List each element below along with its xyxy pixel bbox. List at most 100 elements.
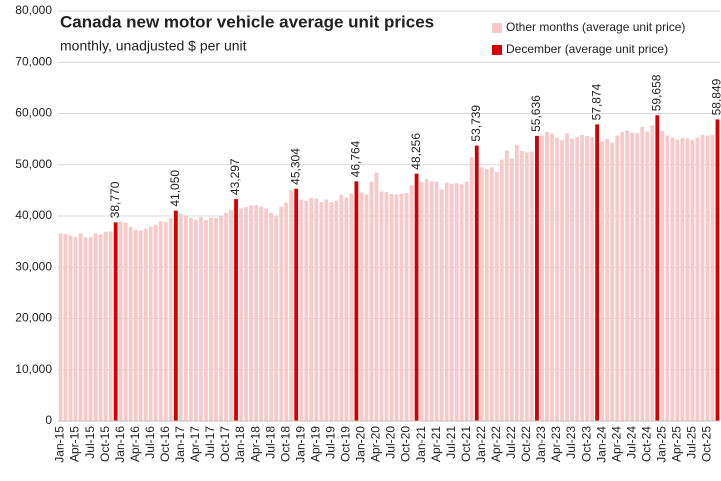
data-label: 58,849 (710, 78, 721, 115)
bar (394, 194, 399, 421)
bar (194, 219, 198, 421)
x-tick-label: Jan-19 (293, 426, 307, 463)
bar (98, 234, 103, 421)
bar (329, 202, 334, 421)
bar (148, 226, 153, 421)
x-tick-label: Jul-18 (263, 426, 277, 459)
x-tick-label: Jan-20 (354, 426, 368, 463)
bar (434, 181, 439, 421)
bar (234, 199, 238, 421)
bar (379, 191, 384, 421)
bar (314, 198, 319, 421)
bar (560, 140, 564, 421)
bar (118, 221, 123, 421)
bar (369, 181, 374, 421)
data-label: 38,770 (108, 181, 122, 218)
x-tick-label: Jan-22 (474, 426, 488, 463)
bar (364, 194, 369, 421)
x-tick-label: Apr-18 (248, 426, 262, 462)
x-tick-label: Apr-22 (489, 426, 503, 462)
grid (58, 10, 720, 422)
bar (464, 181, 469, 421)
bar (103, 231, 108, 421)
bar (389, 193, 394, 421)
bar (349, 193, 354, 421)
x-tick-label: Oct-24 (639, 426, 653, 462)
bar (494, 171, 499, 421)
bar (419, 182, 424, 421)
bar (199, 217, 203, 421)
bar (354, 181, 359, 421)
bar (224, 212, 228, 421)
x-tick-label: Jul-21 (444, 426, 458, 459)
data-label: 41,050 (168, 170, 182, 207)
y-tick-label: 0 (45, 413, 52, 427)
data-label: 59,658 (649, 74, 663, 111)
data-label: 46,764 (349, 140, 363, 177)
bar (294, 188, 299, 421)
x-tick-label: Jan-23 (534, 426, 548, 463)
bar (710, 135, 715, 421)
bar (655, 115, 660, 421)
x-tick-label: Oct-19 (339, 426, 353, 462)
y-tick-label: 80,000 (15, 3, 52, 17)
bar (610, 142, 615, 421)
x-tick-label: Jan-17 (173, 426, 187, 463)
bar (615, 135, 620, 421)
x-tick-label: Oct-15 (98, 426, 112, 462)
bar (274, 216, 279, 421)
x-tick-label: Oct-23 (579, 426, 593, 462)
bar (705, 135, 710, 421)
bar (153, 224, 158, 421)
bar (565, 133, 569, 422)
x-tick-label: Jul-22 (504, 426, 518, 459)
y-tick-label: 40,000 (15, 208, 52, 222)
bar (535, 135, 539, 422)
bar (580, 135, 584, 421)
data-label: 53,739 (469, 105, 483, 142)
bar (409, 185, 414, 421)
bar (254, 205, 259, 421)
bar (73, 237, 78, 421)
bar (309, 198, 314, 421)
data-label: 55,636 (529, 95, 543, 132)
bar (88, 237, 93, 421)
bar (269, 212, 274, 421)
bar (680, 138, 685, 421)
bar (504, 150, 509, 421)
y-tick-label: 20,000 (15, 311, 52, 325)
x-tick-label: Jul-19 (323, 426, 337, 459)
bar (178, 213, 183, 421)
x-tick-label: Oct-21 (459, 426, 473, 462)
x-tick-label: Apr-19 (308, 426, 322, 462)
bar (68, 235, 73, 421)
x-tick-label: Apr-23 (549, 426, 563, 462)
x-tick-label: Jul-20 (384, 426, 398, 459)
x-tick-label: Apr-17 (188, 426, 202, 462)
bar (499, 159, 504, 421)
bar (715, 119, 720, 422)
bar (123, 222, 128, 421)
bar (630, 132, 635, 421)
x-tick-label: Apr-16 (128, 426, 142, 462)
bar (183, 215, 188, 421)
bar (550, 133, 554, 422)
bar (590, 137, 595, 421)
bar (600, 141, 605, 421)
bar (209, 217, 213, 421)
bar (239, 208, 243, 421)
bar (555, 137, 559, 421)
bar (660, 130, 665, 422)
bar (158, 221, 163, 421)
bar (138, 230, 143, 421)
bar (404, 192, 409, 421)
bar (264, 208, 269, 421)
bar (645, 131, 650, 421)
x-tick-label: Oct-18 (278, 426, 292, 462)
bar (695, 137, 700, 421)
x-tick-label: Oct-16 (158, 426, 172, 462)
chart-title: Canada new motor vehicle average unit pr… (60, 12, 434, 31)
bar (540, 135, 544, 421)
bar (570, 138, 574, 422)
